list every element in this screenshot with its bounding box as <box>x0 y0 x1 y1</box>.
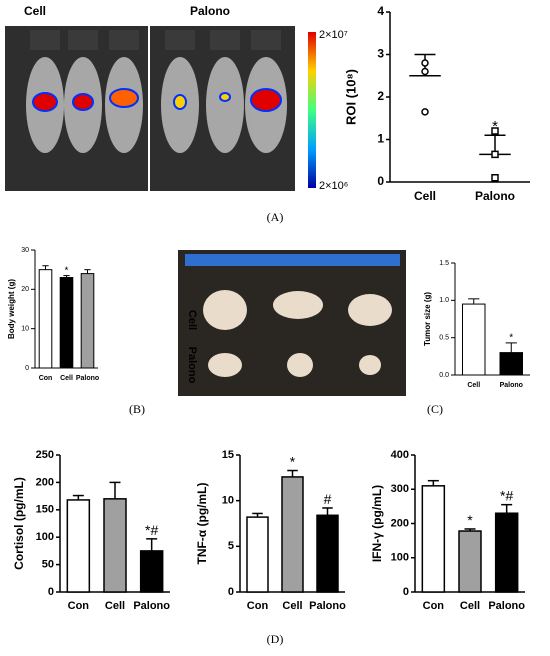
y-tick-label: 15 <box>222 449 234 461</box>
colorbar-label: 2×10⁷ <box>319 29 348 41</box>
imaging-photo <box>5 26 295 191</box>
y-tick-label: 200 <box>391 517 409 529</box>
y-tick-label: 10 <box>222 495 234 507</box>
imaging-group: Cell <box>24 4 46 18</box>
y-tick-label: 150 <box>36 504 54 516</box>
point <box>421 67 429 76</box>
x-tick-label: Cell <box>460 600 480 612</box>
x-tick-label: Cell <box>414 189 436 203</box>
imaging-group: Palono <box>190 4 230 18</box>
y-axis-label: TNF-α (pg/mL) <box>195 482 209 564</box>
bar <box>462 303 486 376</box>
y-tick-label: 10 <box>21 326 29 333</box>
y-tick-label: 1.5 <box>439 260 449 267</box>
x-tick-label: Palono <box>76 375 99 382</box>
y-tick-label: 0 <box>403 586 409 598</box>
point <box>421 59 429 67</box>
colorbar-label: 2×10⁶ <box>319 180 348 192</box>
y-tick-label: 1 <box>377 132 384 146</box>
y-tick-label: 3 <box>377 47 384 61</box>
y-tick-label: 2 <box>377 89 384 103</box>
point <box>491 174 499 182</box>
bar <box>316 514 339 593</box>
y-tick-label: 20 <box>21 286 29 293</box>
panel-label: (C) <box>427 402 443 416</box>
photo-row-label: Palono <box>186 347 198 384</box>
annotation: # <box>324 491 332 507</box>
x-tick-label: Con <box>68 600 90 612</box>
annotation: * <box>290 454 296 470</box>
bar <box>458 530 482 593</box>
y-tick-label: 0.5 <box>439 335 449 342</box>
x-tick-label: Cell <box>105 600 125 612</box>
y-tick-label: 400 <box>391 449 409 461</box>
annotation: * <box>65 265 69 276</box>
y-tick-label: 100 <box>36 531 54 543</box>
y-tick-label: 300 <box>391 483 409 495</box>
point <box>491 150 499 159</box>
y-axis-label: ROI (10⁸) <box>343 69 358 125</box>
y-axis-label: Cortisol (pg/mL) <box>12 477 26 570</box>
y-tick-label: 0 <box>228 586 234 598</box>
bar <box>103 498 127 593</box>
photo-row-label: Cell <box>186 310 198 330</box>
bar <box>281 476 304 593</box>
bar <box>499 352 523 376</box>
tumor-photo <box>178 250 406 396</box>
y-tick-label: 1.0 <box>439 297 449 304</box>
bar <box>38 269 53 369</box>
annotation: * <box>467 512 473 528</box>
point <box>421 108 429 116</box>
y-tick-label: 200 <box>36 476 54 488</box>
x-tick-label: Cell <box>60 375 73 382</box>
y-tick-label: 100 <box>391 552 409 564</box>
y-axis-label: Tumor size (g) <box>423 292 432 346</box>
x-tick-label: Cell <box>282 600 302 612</box>
annotation: * <box>509 333 513 344</box>
colorbar <box>308 32 316 188</box>
y-tick-label: 50 <box>42 559 54 571</box>
x-tick-label: Palono <box>309 600 346 612</box>
x-tick-label: Con <box>423 600 445 612</box>
bar <box>80 273 95 369</box>
bar <box>246 516 269 593</box>
panel-label: (A) <box>267 210 284 224</box>
bar <box>494 512 519 593</box>
y-axis-label: Body weight (g) <box>7 279 16 339</box>
y-tick-label: 0 <box>48 586 54 598</box>
annotation: *# <box>500 488 513 504</box>
y-tick-label: 5 <box>228 540 234 552</box>
x-tick-label: Con <box>39 375 53 382</box>
y-tick-label: 30 <box>21 247 29 254</box>
y-axis-label: IFN-γ (pg/mL) <box>370 485 384 562</box>
x-tick-label: Palono <box>500 382 523 389</box>
y-tick-label: 0 <box>377 174 384 188</box>
y-tick-label: 4 <box>377 4 384 18</box>
x-tick-label: Palono <box>488 600 525 612</box>
y-tick-label: 0 <box>25 365 29 372</box>
x-tick-label: Palono <box>133 600 170 612</box>
panel-label: (D) <box>267 632 284 646</box>
bar <box>66 499 91 593</box>
annotation: *# <box>145 522 158 538</box>
panel-label: (B) <box>129 402 145 416</box>
x-tick-label: Con <box>247 600 269 612</box>
bar <box>59 277 74 369</box>
bar <box>421 485 446 593</box>
y-tick-label: 0.0 <box>439 372 449 379</box>
point <box>491 127 499 135</box>
bar <box>139 550 164 593</box>
annotation: * <box>492 118 498 135</box>
x-tick-label: Cell <box>467 382 480 389</box>
x-tick-label: Palono <box>475 189 515 203</box>
y-tick-label: 250 <box>36 449 54 461</box>
